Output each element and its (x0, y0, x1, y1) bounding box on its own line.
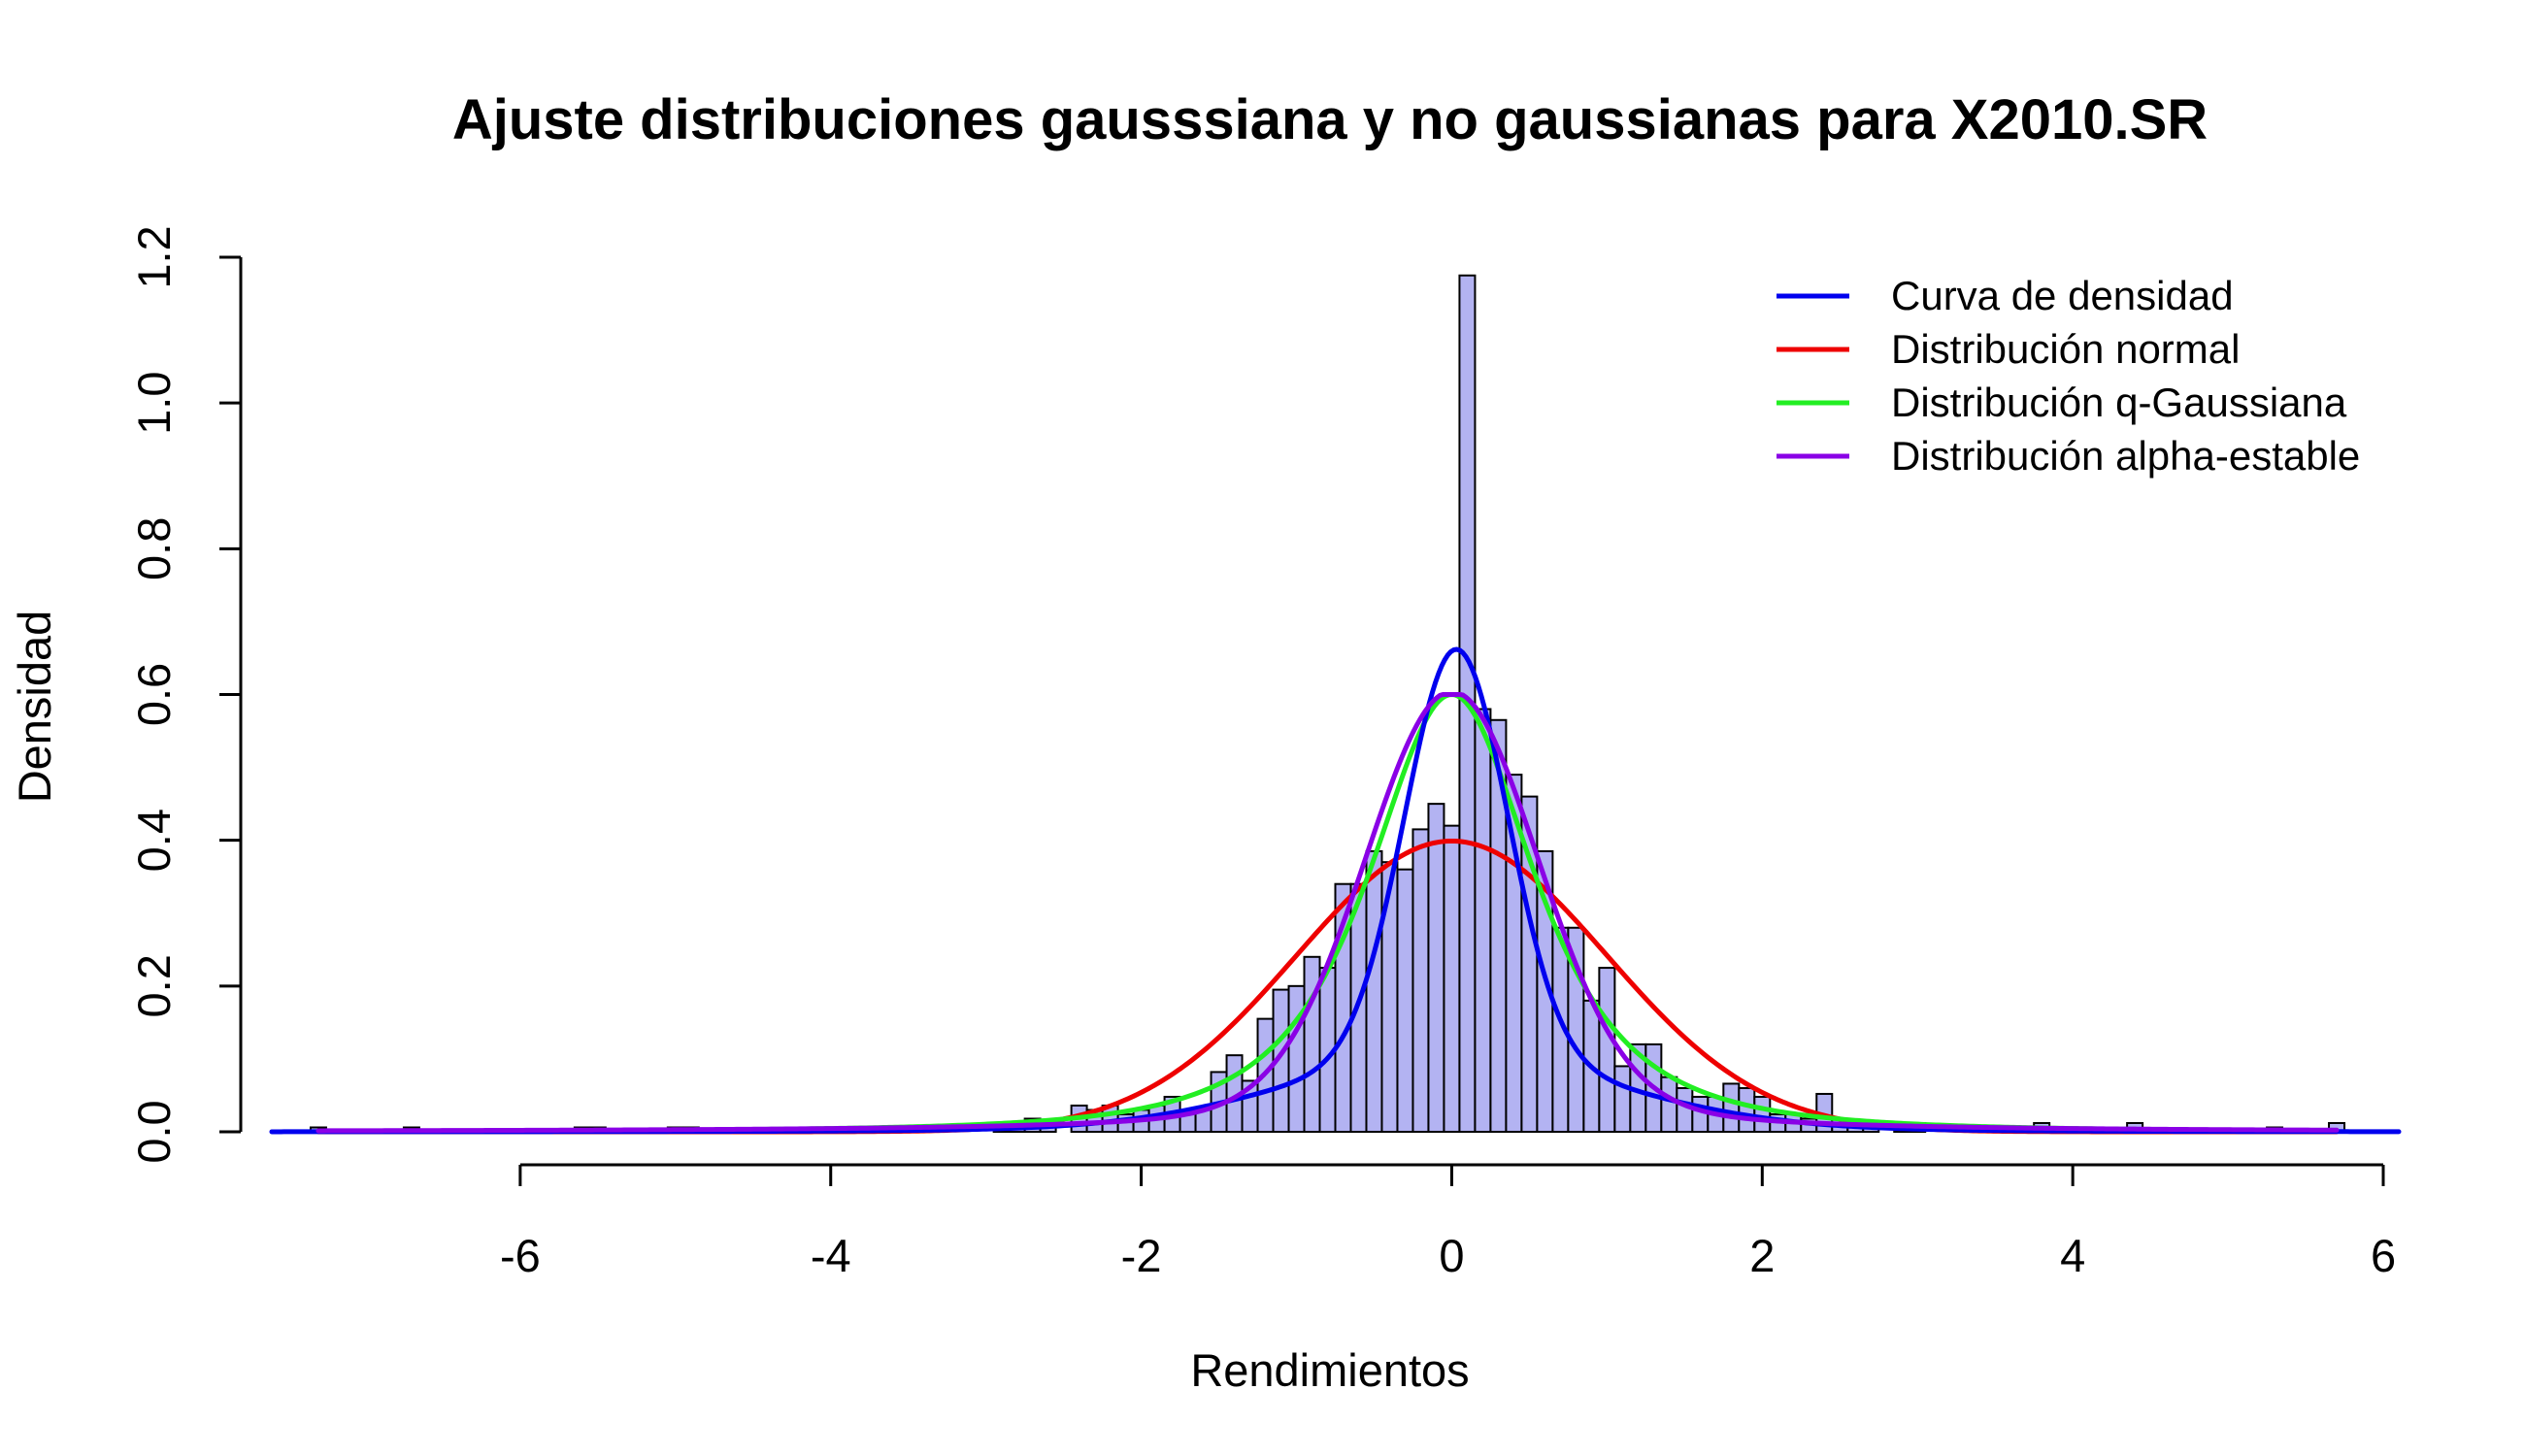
histogram-bar (1411, 828, 1430, 1133)
legend-label: Distribución q-Gaussiana (1891, 380, 2347, 425)
y-tick-label: 0.2 (128, 954, 180, 1017)
histogram-bar (1738, 1086, 1756, 1133)
x-tick-label: -2 (1121, 1230, 1162, 1281)
curve-distribuci-n-alpha-estable (316, 692, 2340, 1134)
histogram-bar (1396, 868, 1414, 1133)
fitted-curves (269, 646, 2402, 1135)
histogram-bar (1676, 1086, 1694, 1133)
histogram-bar (1613, 1065, 1632, 1134)
y-tick-label: 0.8 (128, 517, 180, 580)
histogram-bar (1691, 1095, 1710, 1133)
histogram-bar (1660, 1075, 1678, 1133)
legend-label: Distribución normal (1891, 326, 2240, 372)
x-tick-label: 2 (1749, 1230, 1775, 1281)
x-axis: -6 -4 -2 0 2 4 6 (500, 1163, 2396, 1281)
legend: Curva de densidad Distribución normal Dist… (1777, 273, 2360, 479)
y-axis: 0.0 0.2 0.4 0.6 0.8 1.0 1.2 (128, 225, 243, 1164)
y-tick-label: 1.2 (128, 225, 180, 288)
y-tick-label: 0.6 (128, 663, 180, 726)
legend-label: Curva de densidad (1891, 273, 2234, 318)
y-tick-label: 0.0 (128, 1100, 180, 1163)
histogram-bar (1753, 1095, 1772, 1133)
histogram-bar (1427, 803, 1445, 1133)
histogram-bar (1365, 849, 1383, 1133)
x-axis-label: Rendimientos (1190, 1344, 1469, 1396)
histogram-bar (1287, 984, 1306, 1133)
histogram-bar (1443, 824, 1461, 1134)
x-tick-label: 0 (1439, 1230, 1464, 1281)
x-tick-label: -6 (500, 1230, 541, 1281)
chart-title: Ajuste distribuciones gausssiana y no ga… (452, 88, 2208, 151)
x-tick-label: -4 (811, 1230, 851, 1281)
x-tick-label: 6 (2371, 1230, 2396, 1281)
histogram-bar (1474, 708, 1492, 1133)
y-axis-label: Densidad (9, 611, 60, 804)
y-tick-label: 1.0 (128, 371, 180, 434)
x-tick-label: 4 (2060, 1230, 2085, 1281)
histogram-bar (1598, 967, 1616, 1133)
legend-label: Distribución alpha-estable (1891, 433, 2360, 479)
y-tick-label: 0.4 (128, 809, 180, 872)
histogram-bar (1722, 1082, 1741, 1133)
